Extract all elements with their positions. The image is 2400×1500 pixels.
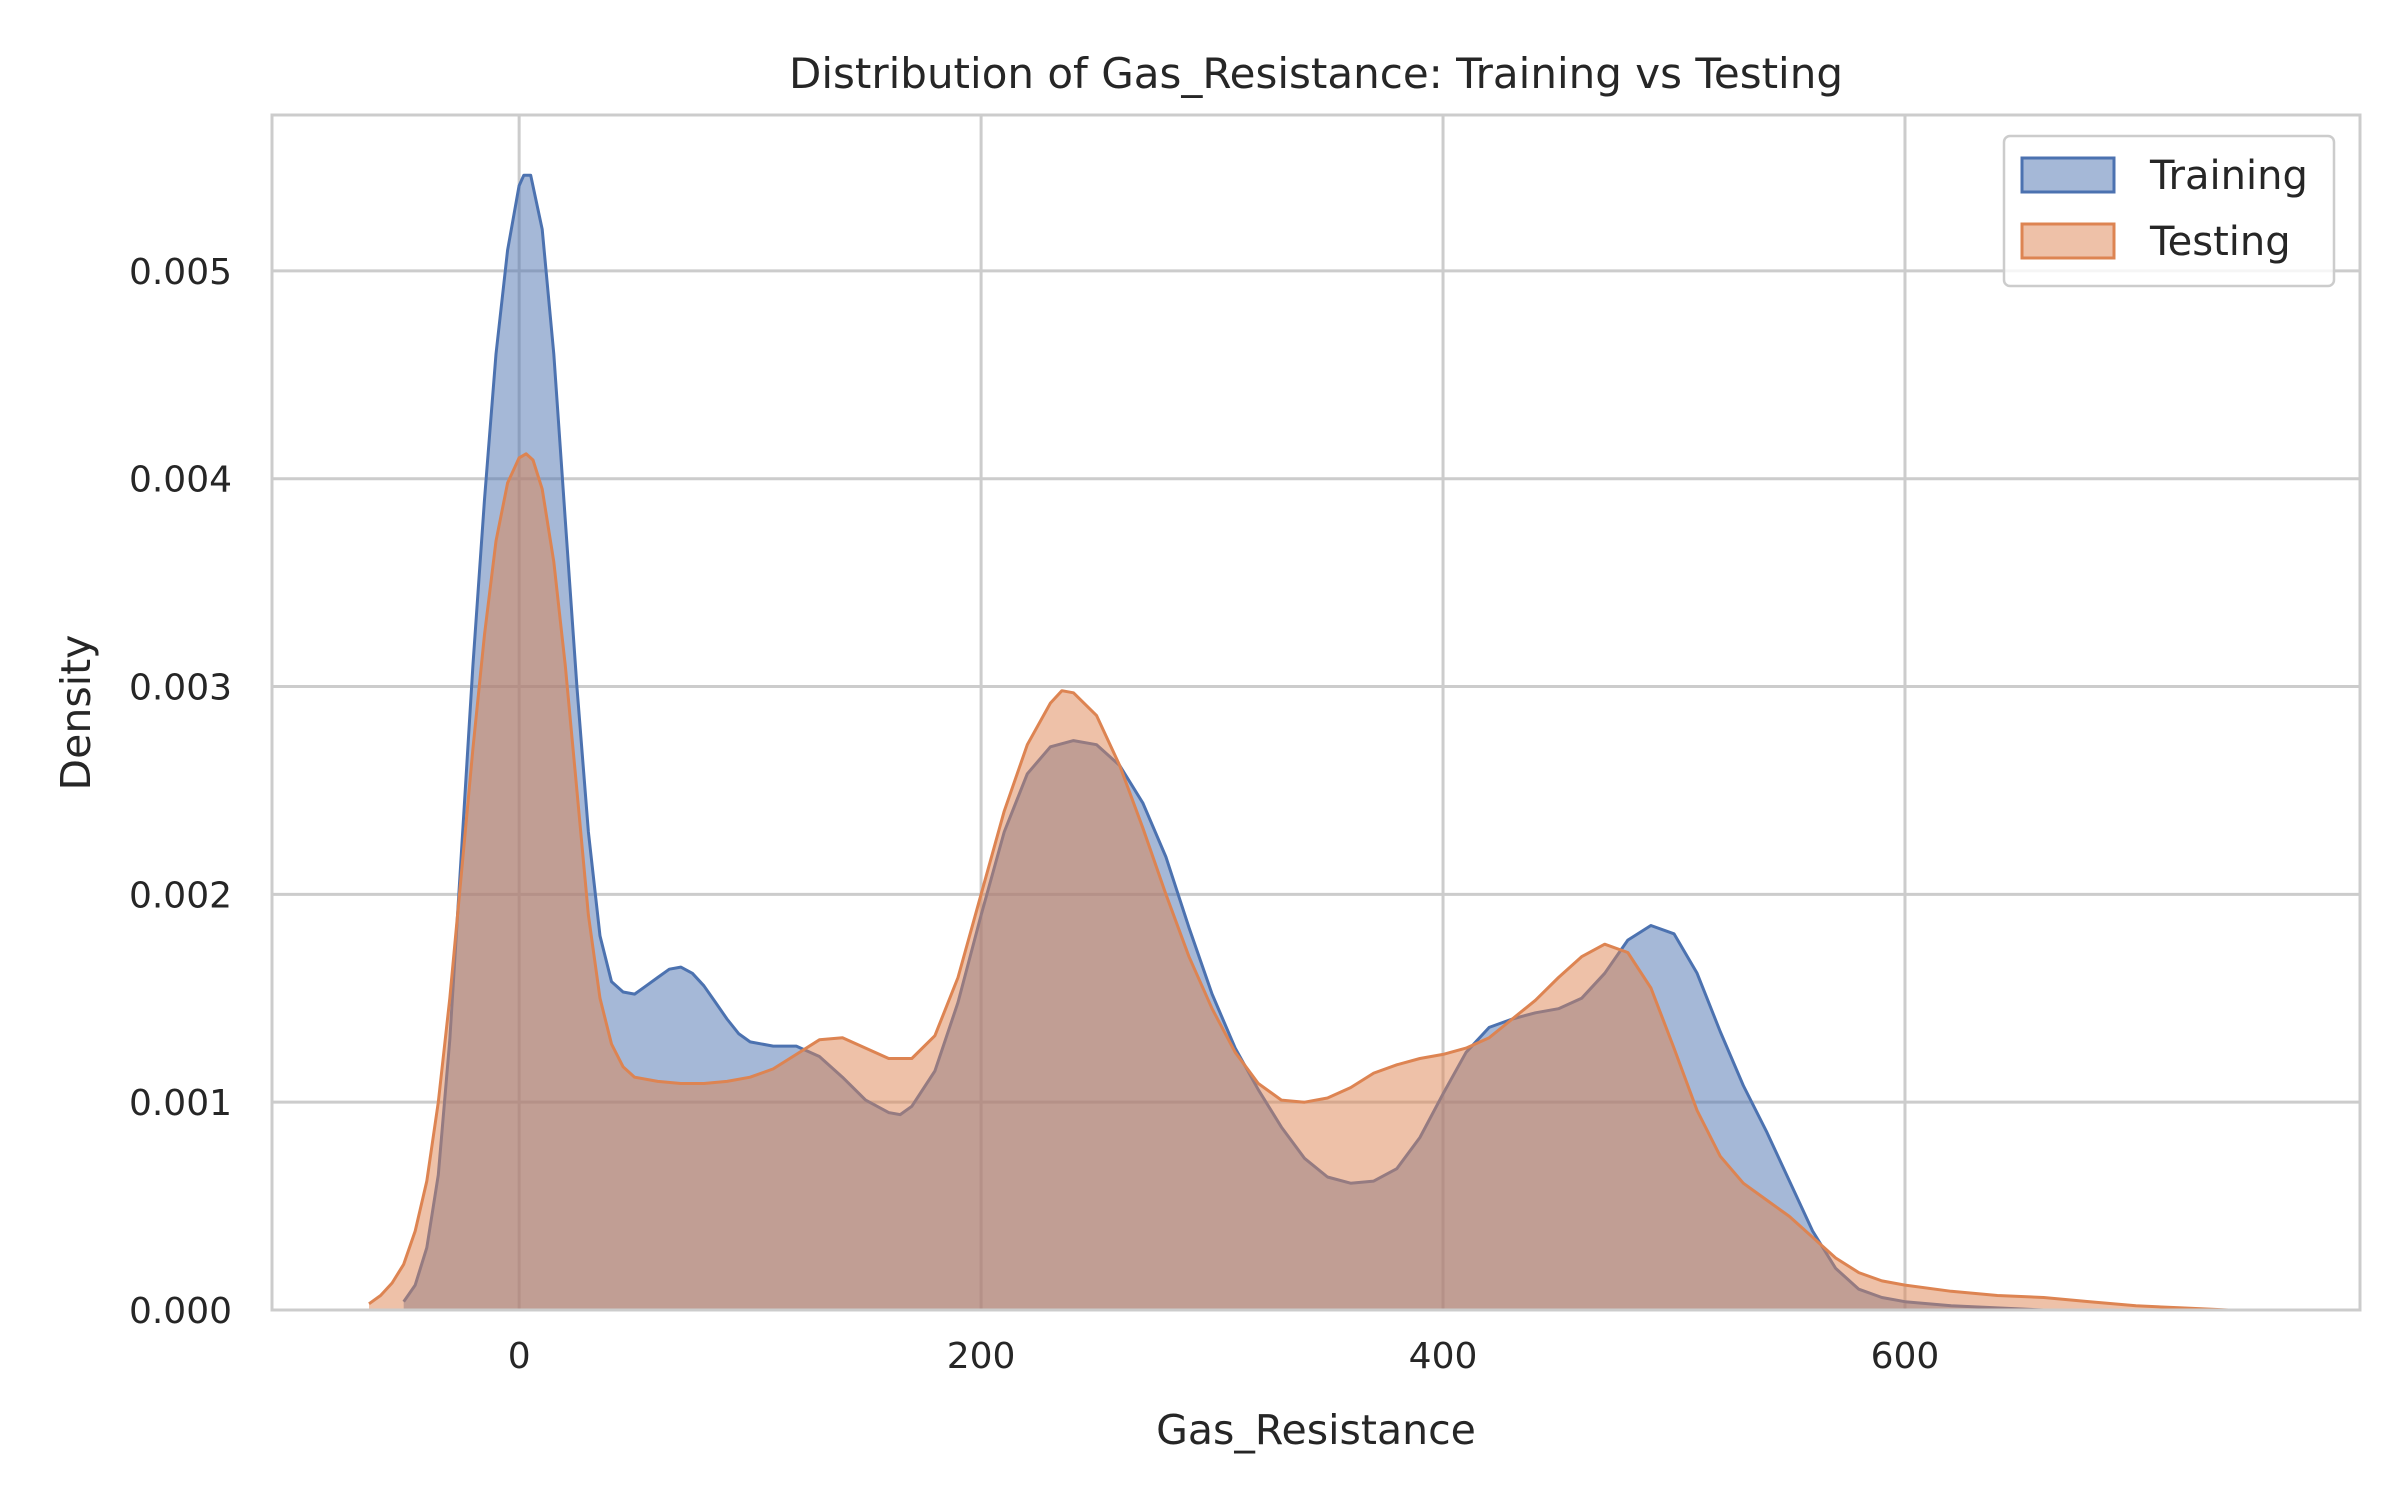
plot-frame [270,113,2362,1312]
x-tick-label: 600 [1871,1336,1940,1377]
legend-swatch-testing [2020,222,2116,260]
x-tick-label: 0 [508,1336,531,1377]
x-tick-label: 200 [947,1336,1016,1377]
legend-label-training: Training [2149,153,2308,199]
legend-swatch-training [2020,156,2116,194]
chart-title: Distribution of Gas_Resistance: Training… [789,49,1843,98]
legend-label-testing: Testing [2149,219,2291,265]
density-areas [368,173,2229,1312]
y-ticks: 0.000 0.001 0.002 0.003 0.004 0.005 [129,252,232,1332]
x-ticks: 0 200 400 600 [508,1336,1940,1377]
y-tick-label: 0.005 [129,252,232,293]
y-tick-label: 0.000 [129,1291,232,1332]
x-tick-label: 400 [1409,1336,1478,1377]
line-testing [368,452,2229,1312]
y-tick-label: 0.004 [129,460,232,501]
y-tick-label: 0.002 [129,875,232,916]
x-axis-label: Gas_Resistance [1156,1406,1476,1454]
area-testing [369,453,2229,1310]
y-axis-label: Density [52,635,100,791]
legend: Training Testing [2002,134,2336,288]
y-tick-label: 0.003 [129,668,232,709]
y-tick-label: 0.001 [129,1083,232,1124]
